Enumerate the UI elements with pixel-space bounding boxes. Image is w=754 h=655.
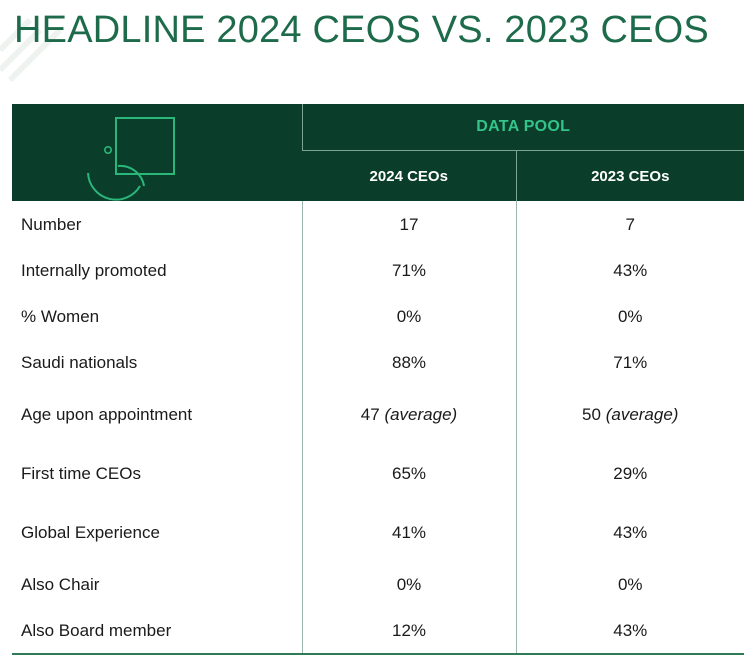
value-number: 50	[582, 405, 601, 424]
row-label: Saudi nationals	[21, 353, 138, 372]
row-label: First time CEOs	[21, 463, 141, 483]
row-label: Global Experience	[21, 522, 160, 542]
value-2023: 0%	[515, 294, 745, 340]
value-2024: 47 (average)	[301, 386, 516, 444]
value-2024: 41%	[301, 503, 516, 562]
column-header-2023: 2023 CEOs	[515, 150, 745, 201]
value-number: 47	[360, 405, 380, 424]
row-label: Number	[21, 214, 82, 234]
value-2024: 12%	[301, 608, 516, 655]
row-label: Also Board member	[12, 608, 302, 655]
row-label: Also Chair	[21, 575, 100, 594]
row-label: Age upon appointment	[21, 405, 193, 424]
value-2023: 50 (average)	[515, 386, 745, 444]
table-row: Age upon appointment 47 (average) 50 (av…	[12, 386, 745, 444]
row-label: % Women	[21, 307, 100, 326]
header-logo-cell	[12, 104, 302, 201]
value-2023: 43%	[515, 503, 745, 562]
table-row: Saudi nationals 88% 71%	[12, 340, 745, 386]
value-2023: 71%	[515, 340, 745, 386]
table-row: Internally promoted 71% 43%	[12, 248, 745, 294]
table-row: Number 17 7	[12, 201, 745, 248]
row-label: Internally promoted	[21, 261, 167, 280]
data-pool-header: DATA POOL	[301, 104, 745, 151]
page-title: HEADLINE 2024 CEOS VS. 2023 CEOS	[14, 9, 709, 51]
table-row: First time CEOs 65% 29%	[12, 444, 745, 503]
table-row: Also Chair 0% 0%	[12, 562, 745, 608]
value-note: (average)	[605, 405, 679, 424]
value-2024: 17	[301, 201, 516, 248]
value-2023: 43%	[515, 608, 745, 655]
comparison-table: DATA POOL 2024 CEOs 2023 CEOs Number 17 …	[12, 104, 745, 655]
value-note: (average)	[384, 405, 458, 424]
value-2023: 29%	[515, 444, 745, 503]
column-header-2024: 2024 CEOs	[369, 167, 448, 185]
brand-logo-icon	[87, 117, 175, 201]
value-2023: 7	[515, 201, 745, 248]
value-2024: 88%	[301, 340, 516, 386]
table-header-group-row: DATA POOL	[12, 104, 745, 201]
value-2024: 65%	[301, 444, 516, 503]
value-2024: 71%	[301, 248, 516, 294]
value-2023: 0%	[515, 562, 745, 608]
table-row: Global Experience 41% 43%	[12, 503, 745, 562]
table-row: Also Board member 12% 43%	[12, 608, 745, 655]
value-2024: 0%	[301, 294, 516, 340]
value-2024: 0%	[301, 562, 516, 608]
table-row: % Women 0% 0%	[12, 294, 745, 340]
value-2023: 43%	[515, 248, 745, 294]
